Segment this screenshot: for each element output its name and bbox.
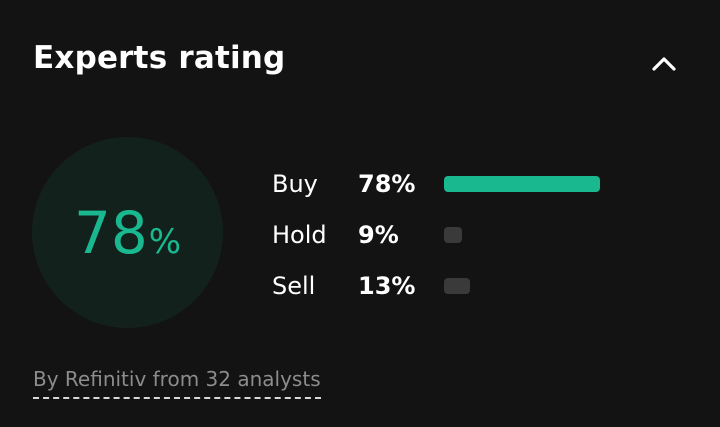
rating-bar-track (444, 226, 644, 243)
rating-bar-buy (444, 175, 600, 192)
card-title: Experts rating (33, 40, 286, 76)
rating-label: Sell (272, 271, 316, 300)
rating-bar-hold (444, 226, 462, 243)
rating-value: 78 % (74, 199, 181, 267)
analysts-source-link[interactable]: By Refinitiv from 32 analysts (33, 367, 321, 399)
rating-percent: 9% (358, 220, 399, 249)
chevron-up-icon (652, 57, 676, 71)
rating-circle: 78 % (32, 137, 223, 328)
rating-bar-track (444, 175, 644, 192)
rating-label: Buy (272, 169, 318, 198)
rating-percent: 78% (358, 169, 416, 198)
rating-label: Hold (272, 220, 327, 249)
rating-bar-sell (444, 277, 470, 294)
rating-number: 78 (73, 198, 148, 267)
rating-percent: 13% (358, 271, 416, 300)
collapse-button[interactable] (642, 44, 686, 84)
rating-bar-track (444, 277, 644, 294)
rating-unit: % (148, 221, 182, 262)
